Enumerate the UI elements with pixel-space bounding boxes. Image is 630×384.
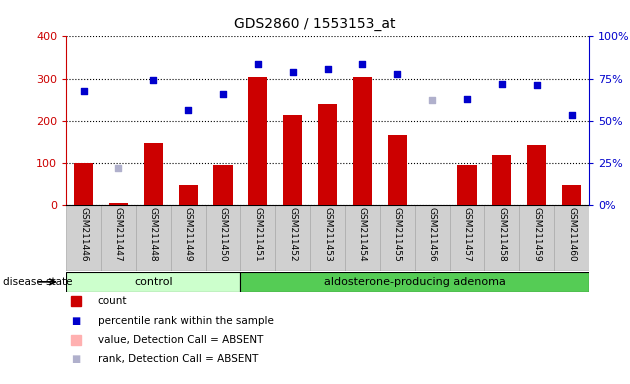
Bar bbox=[101, 205, 136, 271]
Point bbox=[357, 61, 367, 67]
Bar bbox=[136, 205, 171, 271]
Bar bbox=[562, 185, 581, 205]
Bar bbox=[492, 155, 512, 205]
Point bbox=[566, 112, 576, 118]
Bar bbox=[214, 166, 232, 205]
Point bbox=[392, 71, 403, 77]
Text: rank, Detection Call = ABSENT: rank, Detection Call = ABSENT bbox=[98, 354, 258, 364]
Bar bbox=[484, 205, 519, 271]
Bar bbox=[519, 205, 554, 271]
Bar bbox=[380, 205, 415, 271]
Point bbox=[288, 70, 298, 76]
Text: GSM211460: GSM211460 bbox=[567, 207, 576, 262]
Bar bbox=[450, 205, 484, 271]
Bar bbox=[178, 185, 198, 205]
Text: ■: ■ bbox=[71, 354, 80, 364]
Bar bbox=[241, 272, 589, 292]
Point bbox=[323, 66, 333, 73]
Point bbox=[148, 76, 158, 83]
Text: aldosterone-producing adenoma: aldosterone-producing adenoma bbox=[324, 277, 506, 287]
Text: GSM211448: GSM211448 bbox=[149, 207, 158, 262]
Bar bbox=[345, 205, 380, 271]
Text: GSM211452: GSM211452 bbox=[289, 207, 297, 262]
Bar bbox=[310, 205, 345, 271]
Bar bbox=[457, 166, 477, 205]
Bar bbox=[66, 205, 101, 271]
Bar bbox=[171, 205, 205, 271]
Bar bbox=[353, 78, 372, 205]
Bar bbox=[318, 104, 337, 205]
Text: disease state: disease state bbox=[3, 277, 72, 287]
Text: GSM211458: GSM211458 bbox=[498, 207, 507, 262]
Text: GSM211450: GSM211450 bbox=[219, 207, 227, 262]
Point bbox=[253, 61, 263, 67]
Point bbox=[113, 165, 123, 171]
Bar bbox=[387, 135, 407, 205]
Text: GSM211447: GSM211447 bbox=[114, 207, 123, 262]
Bar bbox=[66, 272, 241, 292]
Text: GSM211449: GSM211449 bbox=[184, 207, 193, 262]
Bar bbox=[554, 205, 589, 271]
Point bbox=[218, 91, 228, 97]
Point bbox=[183, 107, 193, 113]
Text: control: control bbox=[134, 277, 173, 287]
Bar bbox=[527, 145, 546, 205]
Bar bbox=[109, 204, 128, 205]
Text: GSM211456: GSM211456 bbox=[428, 207, 437, 262]
Text: count: count bbox=[98, 296, 127, 306]
Bar bbox=[415, 205, 450, 271]
Text: GDS2860 / 1553153_at: GDS2860 / 1553153_at bbox=[234, 17, 396, 31]
Text: GSM211459: GSM211459 bbox=[532, 207, 541, 262]
Point bbox=[462, 96, 472, 102]
Bar bbox=[283, 116, 302, 205]
Text: value, Detection Call = ABSENT: value, Detection Call = ABSENT bbox=[98, 335, 263, 345]
Bar bbox=[241, 205, 275, 271]
Bar bbox=[74, 163, 93, 205]
Text: percentile rank within the sample: percentile rank within the sample bbox=[98, 316, 273, 326]
Point bbox=[532, 81, 542, 88]
Text: GSM211451: GSM211451 bbox=[253, 207, 262, 262]
Text: GSM211446: GSM211446 bbox=[79, 207, 88, 262]
Text: GSM211457: GSM211457 bbox=[462, 207, 471, 262]
Text: GSM211453: GSM211453 bbox=[323, 207, 332, 262]
Point bbox=[427, 97, 437, 103]
Text: ■: ■ bbox=[71, 316, 80, 326]
Text: GSM211455: GSM211455 bbox=[393, 207, 402, 262]
Text: GSM211454: GSM211454 bbox=[358, 207, 367, 262]
Bar bbox=[248, 78, 268, 205]
Point bbox=[79, 88, 89, 94]
Point bbox=[497, 81, 507, 87]
Bar bbox=[144, 143, 163, 205]
Bar bbox=[205, 205, 241, 271]
Bar bbox=[275, 205, 310, 271]
